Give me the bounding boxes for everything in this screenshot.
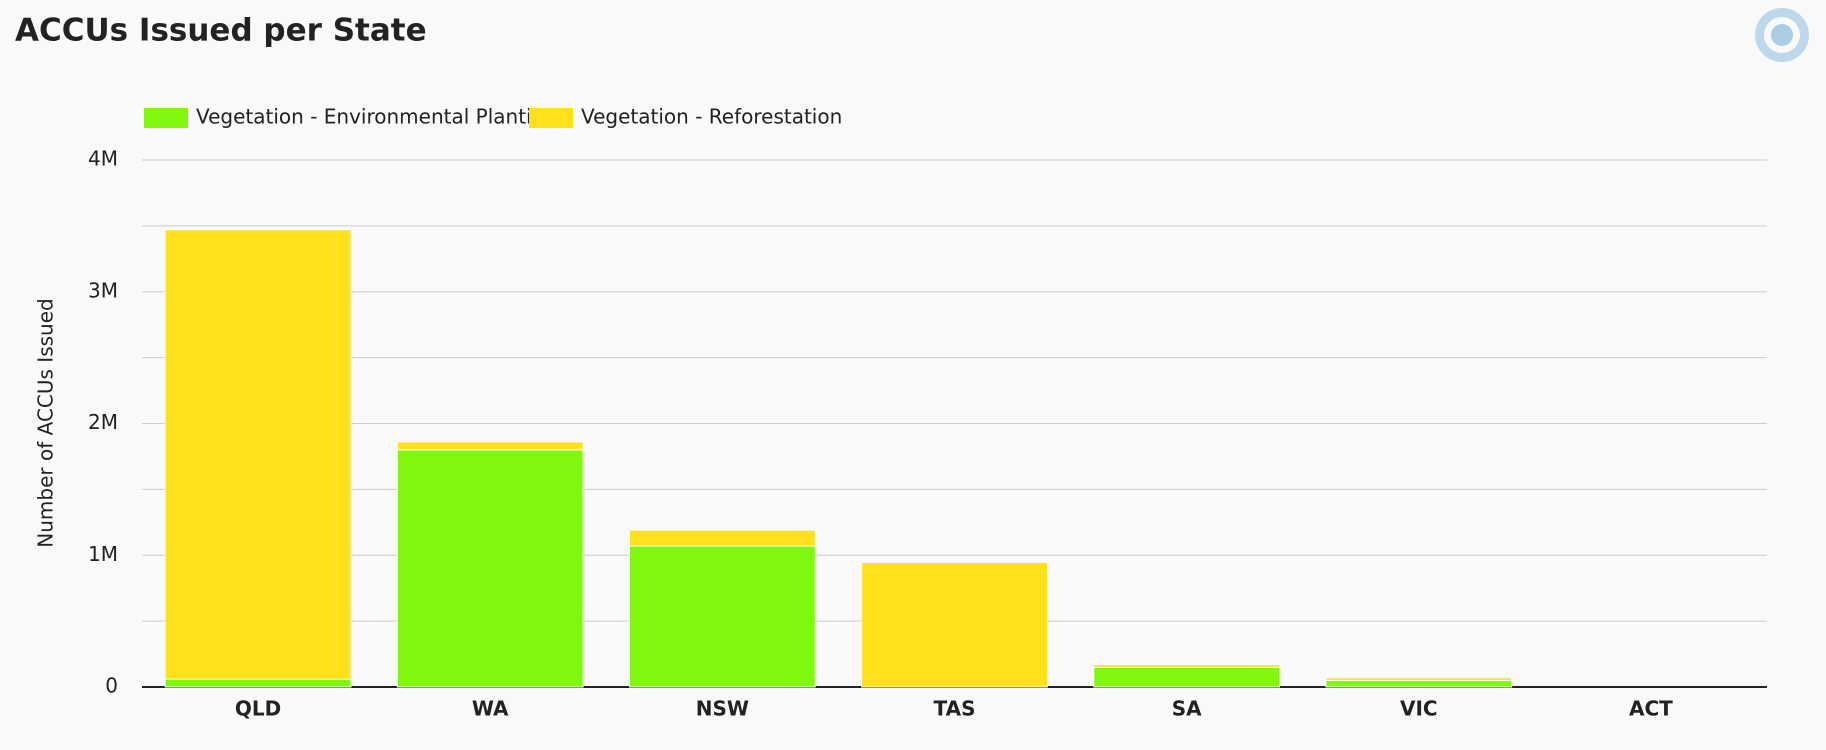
logo [1755,8,1809,62]
bar-segment [164,229,352,680]
bar-segment [1325,677,1513,681]
bar-segment [164,678,352,688]
y-axis-label: Number of ACCUs Issued [34,298,58,547]
y-tick-label: 1M [88,542,118,566]
y-tick-label: 0 [105,674,118,698]
bar-segment [396,449,584,688]
x-tick-label: TAS [934,697,976,721]
y-tick-label: 2M [88,410,118,434]
bar-segment [1093,666,1281,688]
x-tick-label: SA [1172,697,1202,721]
x-tick-label: WA [472,697,509,721]
legend-swatch [529,108,573,128]
bar-segment [1093,664,1281,668]
bar-segment [629,545,816,688]
x-tick-label: VIC [1400,697,1438,721]
legend-label: Vegetation - Environmental Planting [196,105,557,129]
x-tick-label: QLD [235,697,281,721]
y-tick-label: 4M [88,147,118,171]
bar-segment [629,529,816,547]
bar-segment [396,441,584,451]
y-tick-label: 3M [88,278,118,302]
x-tick-label: ACT [1629,697,1673,721]
x-tick-label: NSW [696,697,749,721]
bar-segment [861,561,1048,688]
chart-title: ACCUs Issued per State [15,13,427,49]
bar-segment [1325,679,1513,688]
legend-swatch [144,108,188,128]
legend-label: Vegetation - Reforestation [581,105,842,129]
